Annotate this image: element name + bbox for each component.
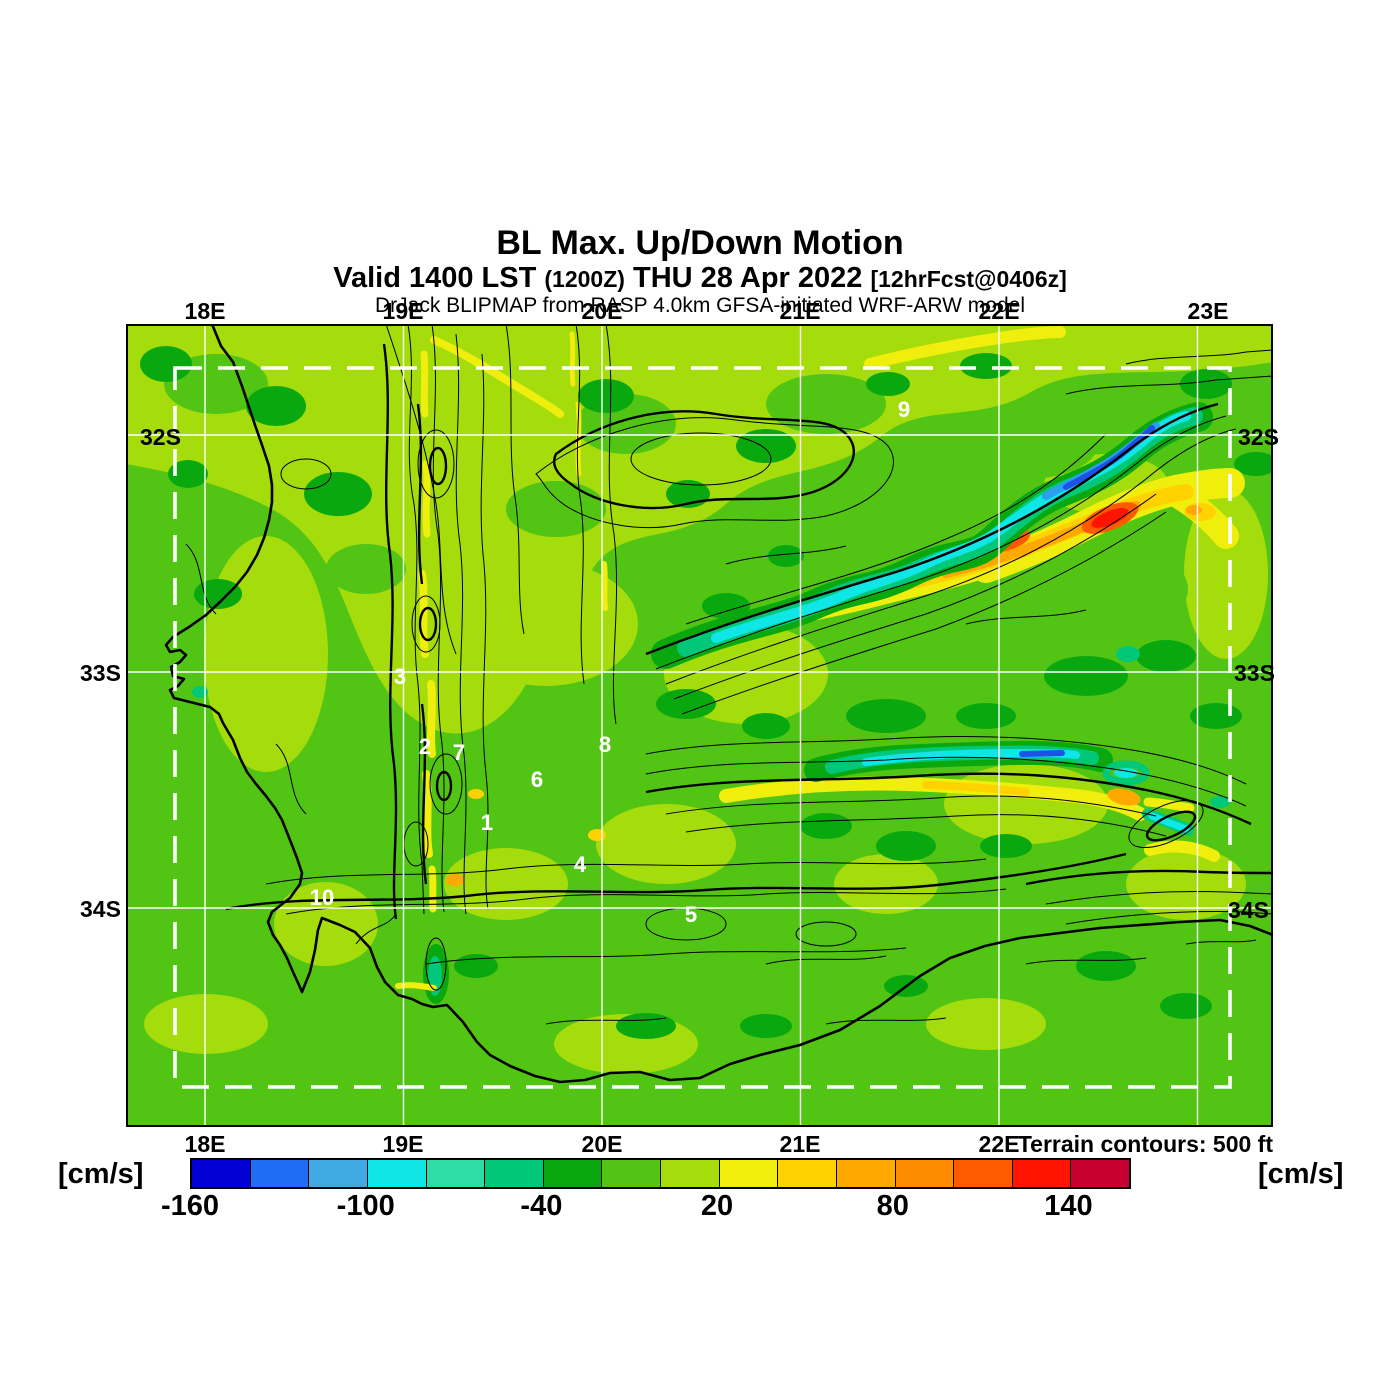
domain-boundary-dashed [173, 366, 1232, 1089]
colorbar-segment-15 [1071, 1160, 1129, 1187]
lat-tick-left-33s: 33S [80, 660, 121, 686]
colorbar-segment-7 [602, 1160, 661, 1187]
title-block: BL Max. Up/Down Motion Valid 1400 LST (1… [0, 224, 1400, 318]
colorbar-segment-3 [367, 1160, 427, 1187]
valid-date: THU 28 Apr 2022 [633, 261, 863, 294]
lon-tick-top-21e: 21E [779, 298, 821, 324]
lon-tick-bottom-19e: 19E [382, 1131, 424, 1157]
valid-time-main: Valid 1400 LST [333, 261, 537, 294]
lat-tick-right-34s: 34S [1228, 897, 1269, 923]
colorbar-segment-1 [250, 1160, 310, 1187]
colorbar-segment-10 [778, 1160, 837, 1187]
lat-tick-right-32s: 32S [1238, 424, 1279, 450]
colorbar-segment-6 [543, 1160, 603, 1187]
map-frame [126, 324, 1273, 1127]
colorbar-segment-2 [309, 1160, 368, 1187]
coastline [164, 324, 1273, 1084]
valid-time-line: Valid 1400 LST (1200Z) THU 28 Apr 2022 [… [0, 261, 1400, 294]
colorbar-segment-12 [895, 1160, 955, 1187]
lon-tick-top-22e: 22E [978, 298, 1020, 324]
graticule [126, 324, 1273, 1127]
field-medium-patches [164, 354, 1238, 770]
colorbar-segment-9 [719, 1160, 779, 1187]
colorbar-segment-14 [1012, 1160, 1072, 1187]
model-credit-line: DrJack BLIPMAP from RASP 4.0km GFSA-init… [375, 294, 1025, 318]
map-area: 1 2 3 4 5 6 7 8 9 10 [126, 324, 1273, 1127]
lon-tick-bottom-20e: 20E [581, 1131, 623, 1157]
lat-tick-left-34s: 34S [80, 896, 121, 922]
colorbar-tick-20: 20 [700, 1190, 734, 1222]
colorbar-tick-80: 80 [876, 1190, 909, 1222]
page-title: BL Max. Up/Down Motion [496, 224, 904, 262]
colorbar [190, 1158, 1131, 1189]
colorbar-segment-5 [485, 1160, 544, 1187]
forecast-tag: [12hrFcst@0406z] [870, 265, 1067, 292]
lon-tick-top-23e: 23E [1187, 298, 1229, 324]
lat-tick-right-33s: 33S [1234, 660, 1275, 686]
colorbar-tick--100: -100 [336, 1190, 395, 1222]
field-teal-patches [192, 646, 1230, 996]
lon-tick-top-18e: 18E [184, 298, 226, 324]
colorbar-tick--40: -40 [520, 1190, 563, 1222]
lon-tick-bottom-21e: 21E [779, 1131, 821, 1157]
colorbar-segment-4 [426, 1160, 486, 1187]
colorbar-segment-0 [192, 1160, 251, 1187]
lat-tick-left-32s: 32S [140, 424, 181, 450]
colorbar-tick-140: 140 [1044, 1190, 1093, 1222]
lon-tick-bottom-18e: 18E [184, 1131, 226, 1157]
map-canvas [126, 324, 1273, 1127]
colorbar-segment-11 [836, 1160, 896, 1187]
colorbar-units-right: [cm/s] [1258, 1158, 1344, 1190]
terrain-contours-thick [225, 343, 1273, 920]
valid-time-z: (1200Z) [544, 265, 625, 292]
colorbar-units-left: [cm/s] [58, 1158, 144, 1190]
colorbar-segment-8 [661, 1160, 720, 1187]
colorbar-segment-13 [954, 1160, 1013, 1187]
colorbar-tick--160: -160 [160, 1190, 220, 1222]
terrain-contour-note: Terrain contours: 500 ft [1017, 1131, 1273, 1157]
field-dark-green-patches [140, 346, 1273, 1039]
lon-tick-bottom-22e: 22E [978, 1131, 1020, 1157]
terrain-contours-thin [185, 324, 1273, 1025]
lon-tick-top-19e: 19E [382, 298, 424, 324]
lon-tick-top-20e: 20E [581, 298, 623, 324]
